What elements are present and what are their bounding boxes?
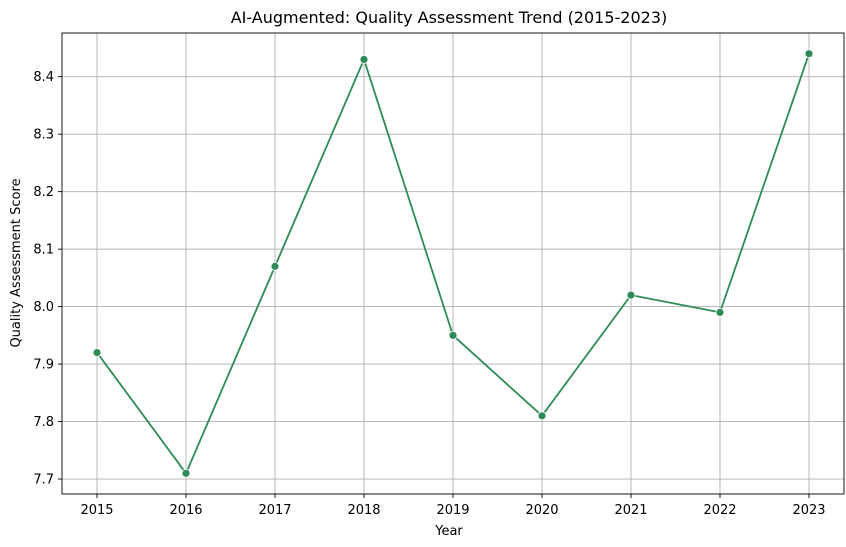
y-axis-label: Quality Assessment Score: [9, 178, 24, 347]
data-point: [448, 330, 458, 340]
data-series: [92, 49, 814, 478]
y-tick-label: 7.7: [33, 473, 54, 488]
data-point: [804, 49, 814, 59]
y-tick-label: 8.2: [33, 185, 54, 200]
y-tick-label: 8.4: [33, 70, 54, 85]
y-tick-label: 7.9: [33, 358, 54, 373]
data-point: [270, 261, 280, 271]
x-tick-label: 2015: [80, 503, 113, 518]
data-point: [181, 468, 191, 478]
data-point: [715, 307, 725, 317]
data-point: [359, 55, 369, 64]
x-tick-label: 2017: [258, 503, 291, 518]
y-tick-label: 7.8: [33, 415, 54, 430]
x-axis-label: Year: [434, 524, 463, 539]
grid-lines: [62, 33, 844, 494]
x-tick-label: 2020: [525, 503, 558, 518]
x-tick-label: 2022: [703, 503, 736, 518]
chart-title: AI-Augmented: Quality Assessment Trend (…: [231, 8, 668, 27]
data-point: [92, 348, 102, 357]
data-point: [537, 411, 547, 421]
axis-ticks: 2015 2016 2017 2018 2019 2020 2021 2022 2023 7.7 7…: [33, 70, 825, 518]
x-tick-label: 2018: [347, 503, 380, 518]
y-tick-label: 8.3: [33, 128, 54, 143]
x-tick-label: 2019: [436, 503, 469, 518]
y-tick-label: 8.0: [33, 300, 54, 315]
x-tick-label: 2023: [792, 503, 825, 518]
x-tick-label: 2021: [614, 503, 647, 518]
y-tick-label: 8.1: [33, 243, 54, 258]
x-tick-label: 2016: [169, 503, 202, 518]
data-point: [626, 290, 636, 300]
